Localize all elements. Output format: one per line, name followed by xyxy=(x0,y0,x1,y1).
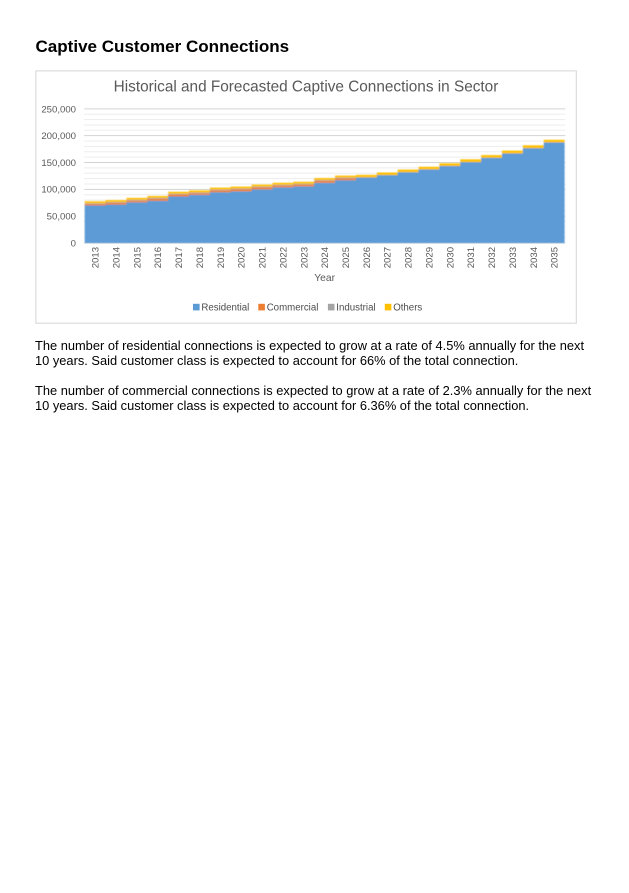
svg-text:2020: 2020 xyxy=(237,247,248,268)
svg-text:Residential: Residential xyxy=(201,302,249,313)
svg-text:200,000: 200,000 xyxy=(41,131,76,142)
svg-text:2027: 2027 xyxy=(383,247,394,268)
svg-text:2017: 2017 xyxy=(174,247,185,268)
svg-text:250,000: 250,000 xyxy=(41,104,76,115)
svg-text:2031: 2031 xyxy=(466,247,477,268)
svg-text:2030: 2030 xyxy=(445,247,456,268)
svg-text:2013: 2013 xyxy=(91,247,102,268)
svg-text:2015: 2015 xyxy=(132,247,143,268)
svg-text:2034: 2034 xyxy=(529,246,540,268)
svg-text:2021: 2021 xyxy=(258,247,269,268)
svg-text:2026: 2026 xyxy=(362,247,373,268)
svg-text:Year: Year xyxy=(314,273,335,284)
svg-text:2016: 2016 xyxy=(153,247,164,268)
svg-text:2018: 2018 xyxy=(195,247,206,268)
svg-text:2025: 2025 xyxy=(341,247,352,268)
svg-text:2028: 2028 xyxy=(404,247,415,268)
svg-text:100,000: 100,000 xyxy=(41,185,76,196)
svg-text:2022: 2022 xyxy=(278,247,289,268)
svg-text:Historical and Forecasted Capt: Historical and Forecasted Captive Connec… xyxy=(114,78,499,95)
svg-text:2023: 2023 xyxy=(299,247,310,268)
svg-text:150,000: 150,000 xyxy=(41,158,76,169)
svg-text:Commercial: Commercial xyxy=(267,302,319,313)
svg-text:2033: 2033 xyxy=(508,247,519,268)
svg-text:2032: 2032 xyxy=(487,247,498,268)
svg-text:0: 0 xyxy=(71,238,76,249)
svg-text:2035: 2035 xyxy=(550,247,561,268)
svg-text:2014: 2014 xyxy=(112,246,123,268)
svg-text:2024: 2024 xyxy=(320,246,331,268)
svg-text:2019: 2019 xyxy=(216,247,227,268)
svg-text:2029: 2029 xyxy=(424,247,435,268)
svg-text:50,000: 50,000 xyxy=(47,212,76,223)
svg-text:Others: Others xyxy=(393,302,422,313)
svg-text:Industrial: Industrial xyxy=(336,302,375,313)
